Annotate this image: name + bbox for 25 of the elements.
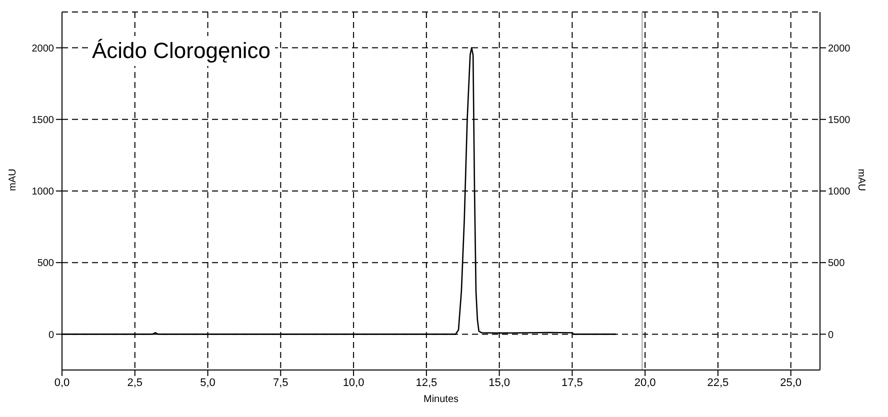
y2-tick-label: 2000 <box>828 43 851 54</box>
x-tick-label: 12,5 <box>416 376 438 389</box>
x-tick-label: 15,0 <box>488 376 510 389</box>
y-tick-label: 1000 <box>32 186 54 198</box>
x-tick-label: 2,5 <box>127 376 143 389</box>
x-tick-label: 10,0 <box>342 376 364 389</box>
text: Ácido Clorogęnico <box>88 36 275 66</box>
y2-tick-label: 0 <box>828 330 834 341</box>
y-tick-label: 500 <box>37 258 54 270</box>
x-tick-label: 5,0 <box>200 376 216 389</box>
y2-tick-label: 1500 <box>828 114 851 126</box>
y-tick-label: 0 <box>48 330 54 341</box>
x-tick-label: 22,5 <box>707 376 729 389</box>
y2-axis-title: mAU <box>855 168 866 191</box>
x-tick-label: 17,5 <box>561 376 583 389</box>
y-tick-label: 1500 <box>32 114 54 126</box>
x-tick-label: 0,0 <box>54 376 70 389</box>
y2-tick-label: 500 <box>828 258 846 270</box>
x-tick-label: 7,5 <box>273 376 288 389</box>
y-axis-title: mAU <box>8 168 19 191</box>
y2-tick-label: 1000 <box>828 186 851 198</box>
x-tick-label: 20,0 <box>634 376 656 389</box>
x-tick-label: 25,0 <box>780 376 802 389</box>
y-tick-label: 2000 <box>32 43 54 54</box>
x-axis-title: Minutes <box>423 394 459 405</box>
